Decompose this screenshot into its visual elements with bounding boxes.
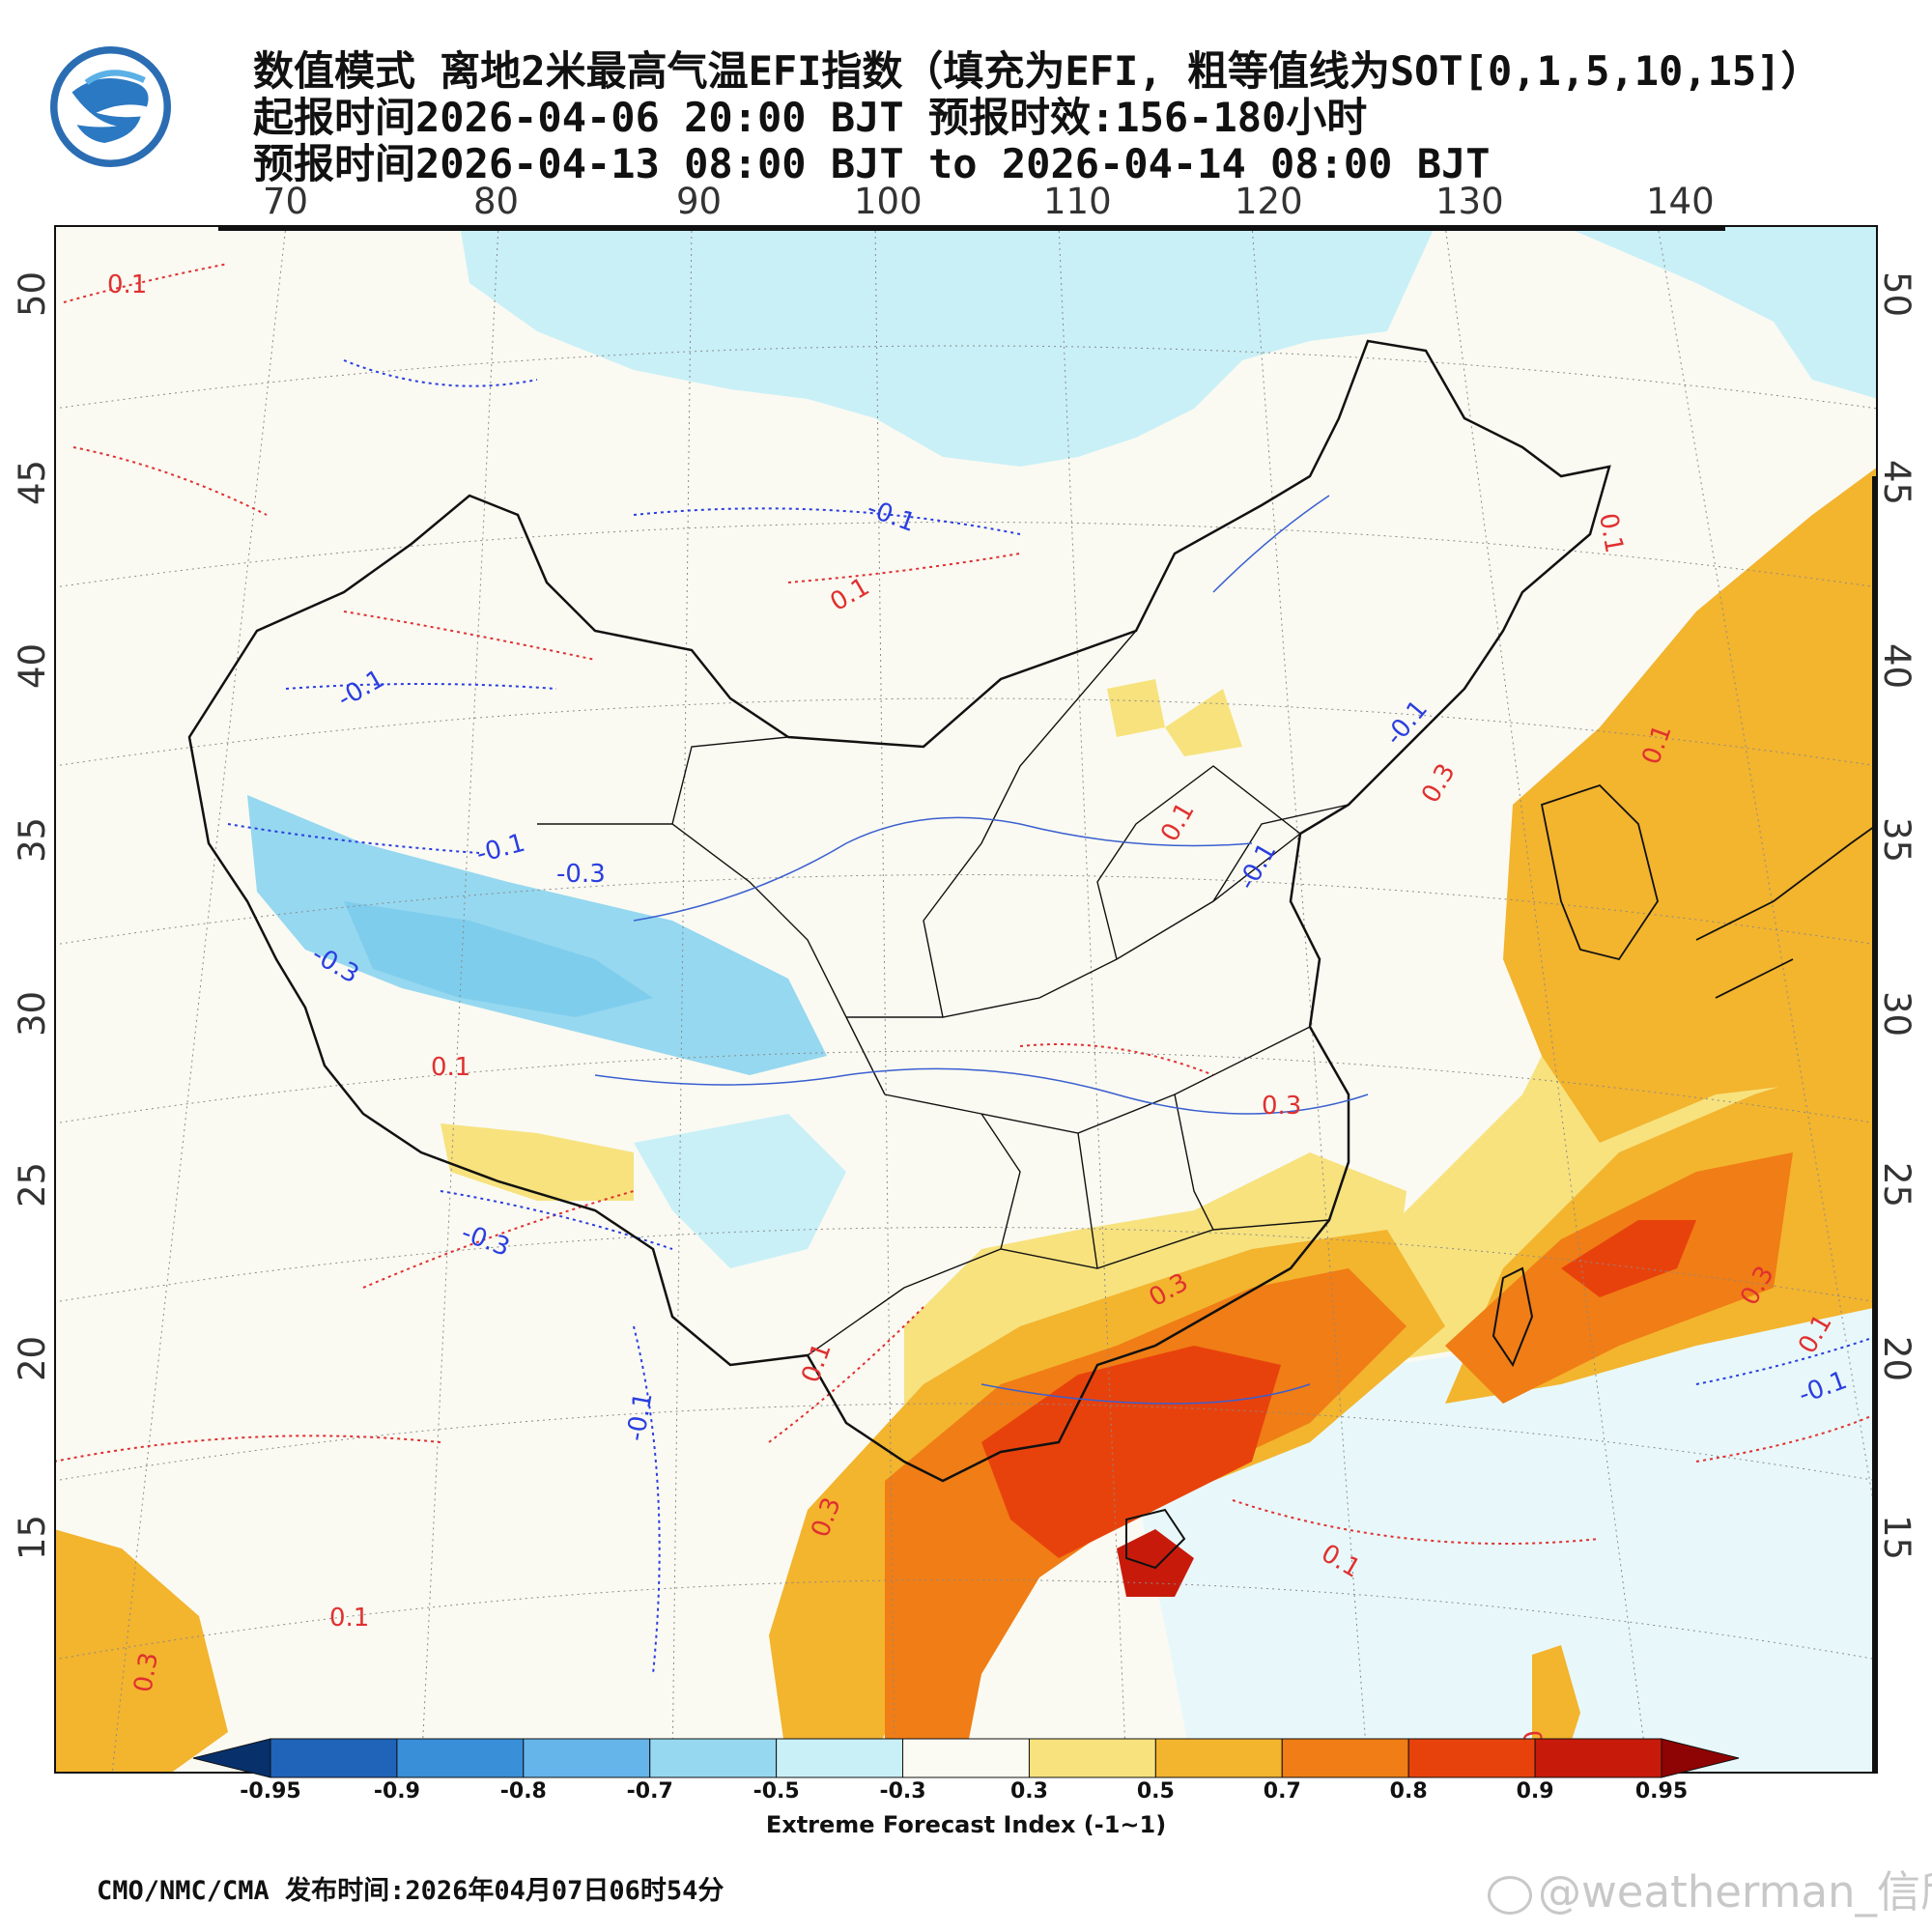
right-lat-label: 20	[1876, 1335, 1918, 1382]
top-lon-label: 70	[263, 181, 309, 222]
colorbar-tick-label: -0.9	[373, 1779, 420, 1804]
colorbar-bin	[270, 1738, 398, 1778]
colorbar-tick-label: -0.95	[240, 1779, 301, 1804]
map-frame-top-bar	[218, 225, 1725, 231]
colorbar-arrow-right	[1661, 1738, 1740, 1778]
efi-fill-east-sea-red	[1561, 1220, 1696, 1297]
contour-label-red: 0.1	[329, 1604, 369, 1633]
cma-logo-icon	[50, 46, 171, 167]
colorbar-bin	[1534, 1738, 1662, 1778]
colorbar-bin	[649, 1738, 778, 1778]
contour-label-red: 0.3	[128, 1650, 164, 1694]
graticule	[54, 225, 1878, 1774]
efi-fill-northeast-sea	[1561, 225, 1878, 399]
taiwan-outline	[1492, 1266, 1534, 1368]
right-lat-label: 50	[1876, 270, 1918, 318]
red-dotted-contours	[54, 263, 1878, 1545]
publish-info: CMO/NMC/CMA 发布时间:2026年04月07日06时54分	[97, 1876, 724, 1906]
colorbar-tick-label: -0.7	[626, 1779, 673, 1804]
hainan-outline	[1125, 1508, 1186, 1570]
top-lon-label: 140	[1646, 181, 1715, 222]
right-lat-label: 15	[1876, 1514, 1918, 1561]
province-borders	[537, 630, 1350, 1356]
efi-fill-tibet-outer	[247, 795, 827, 1075]
right-lat-label: 35	[1876, 816, 1918, 864]
top-lon-label: 110	[1043, 181, 1112, 222]
map-frame-right-bar	[1872, 476, 1878, 1774]
efi-fill-south-darkorange	[885, 1268, 1406, 1774]
colorbar-tick-label: -0.8	[499, 1779, 547, 1804]
top-lon-label: 100	[854, 181, 923, 222]
map-title: 数值模式 离地2米最高气温EFI指数（填充为EFI, 粗等值线为SOT[0,1,…	[253, 47, 1822, 95]
right-lat-label: 40	[1876, 642, 1918, 690]
efi-map: 0.1 0.1 0.1 0.1 0.1 0.3 0.3 0.3 0.1 0.1 …	[54, 225, 1878, 1774]
colorbar-bin	[902, 1738, 1030, 1778]
left-lat-label: 25	[12, 1161, 54, 1208]
contour-label-red: 0.3	[1262, 1092, 1301, 1121]
colorbar-tick-label: -0.5	[753, 1779, 800, 1804]
left-lat-label: 20	[12, 1335, 54, 1382]
efi-fill-northeast-orange	[1503, 467, 1878, 1143]
left-lat-label: 35	[12, 816, 54, 864]
left-lat-label: 50	[12, 270, 54, 318]
colorbar-bin	[1028, 1738, 1156, 1778]
contour-label-red: 0.1	[431, 1053, 470, 1082]
efi-fill-inner-mongolia	[1107, 679, 1165, 737]
left-lat-label: 15	[12, 1514, 54, 1561]
rivers	[594, 495, 1369, 1405]
top-lon-label: 80	[473, 181, 520, 222]
efi-fill-hainan-red	[1117, 1529, 1194, 1597]
init-time: 起报时间2026-04-06 20:00 BJT 预报时效:156-180小时	[253, 94, 1368, 141]
efi-fill-inner-mongolia-2	[1165, 689, 1242, 756]
colorbar-tick-label: 0.7	[1263, 1779, 1301, 1804]
top-lon-label: 90	[676, 181, 723, 222]
efi-fill-tibet-inner	[344, 901, 653, 1017]
efi-fill-tibet-south	[440, 1123, 634, 1201]
contour-label-blue: -0.3	[556, 860, 606, 889]
right-lat-label: 30	[1876, 990, 1918, 1037]
left-lat-label: 30	[12, 990, 54, 1037]
colorbar-bin	[523, 1738, 651, 1778]
colorbar-tick-label: 0.9	[1516, 1779, 1554, 1804]
korea-outline	[1540, 783, 1659, 961]
efi-fill-guangxi-red	[981, 1346, 1281, 1558]
contour-label-red: 0.1	[107, 270, 147, 299]
colorbar-bin	[1154, 1738, 1283, 1778]
colorbar	[192, 1738, 1740, 1778]
valid-time: 预报时间2026-04-13 08:00 BJT to 2026-04-14 0…	[253, 140, 1491, 187]
left-lat-label: 40	[12, 642, 54, 690]
colorbar-tick-label: -0.3	[879, 1779, 926, 1804]
colorbar-bin	[776, 1738, 904, 1778]
colorbar-arrow-left	[192, 1738, 271, 1778]
weibo-icon	[1488, 1876, 1532, 1915]
colorbar-label: Extreme Forecast Index (-1~1)	[765, 1811, 1167, 1838]
left-lat-label: 45	[12, 459, 54, 506]
colorbar-bin	[1407, 1738, 1536, 1778]
colorbar-tick-label: 0.95	[1634, 1779, 1689, 1804]
right-lat-label: 45	[1876, 459, 1918, 506]
top-lon-label: 120	[1235, 181, 1303, 222]
colorbar-tick-label: 0.3	[1009, 1779, 1048, 1804]
colorbar-bin	[396, 1738, 525, 1778]
efi-fill-india-west	[54, 1529, 228, 1774]
efi-fill-north	[460, 225, 1435, 467]
watermark: @weatherman_信欣	[1488, 1857, 1932, 1919]
colorbar-tick-label: 0.5	[1136, 1779, 1175, 1804]
watermark-text: @weatherman_信欣	[1538, 1866, 1932, 1918]
top-lon-label: 130	[1435, 181, 1504, 222]
contour-label-red: 0.1	[1593, 511, 1629, 555]
colorbar-bin	[1281, 1738, 1409, 1778]
japan-outline	[1695, 823, 1878, 999]
right-lat-label: 25	[1876, 1161, 1918, 1208]
colorbar-tick-label: 0.8	[1389, 1779, 1428, 1804]
